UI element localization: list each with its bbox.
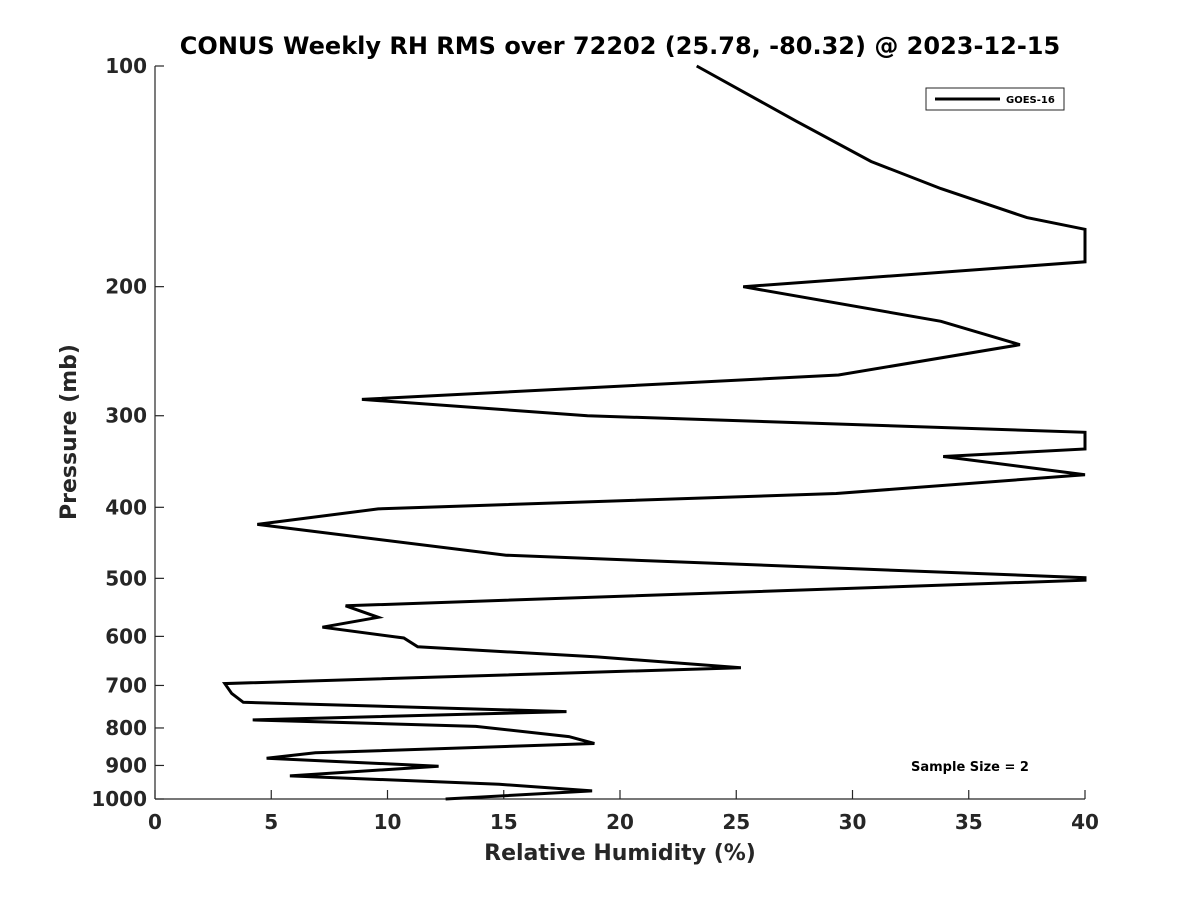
y-ticks: 100 200 300 400 500 600 700 800 900 1000 [91,54,164,811]
sample-size-annotation: Sample Size = 2 [911,760,1029,775]
y-tick-label: 400 [105,495,147,519]
y-tick-label: 800 [105,716,147,740]
legend-entry-goes-16: GOES-16 [1006,95,1055,106]
x-tick-label: 25 [722,810,750,834]
y-tick-label: 300 [105,404,147,428]
y-axis-label: Pressure (mb) [57,344,82,520]
x-tick-label: 5 [264,810,278,834]
x-tick-label: 10 [374,810,402,834]
y-tick-label: 100 [105,54,147,78]
y-tick-label: 700 [105,673,147,697]
series-layer [221,64,1087,801]
y-tick-label: 200 [105,275,147,299]
x-tick-label: 20 [606,810,634,834]
axes [154,66,1085,800]
chart-title: CONUS Weekly RH RMS over 72202 (25.78, -… [180,32,1060,60]
x-axis-label: Relative Humidity (%) [484,841,756,866]
legend: GOES-16 [925,87,1065,111]
x-tick-label: 15 [490,810,518,834]
series-line-goes-16 [221,64,1087,801]
y-tick-label: 500 [105,566,147,590]
x-ticks: 0 5 10 15 20 25 30 35 40 [148,790,1099,834]
x-tick-label: 30 [839,810,867,834]
y-tick-label: 1000 [91,787,147,811]
x-tick-label: 40 [1071,810,1099,834]
x-tick-label: 35 [955,810,983,834]
y-tick-label: 600 [105,624,147,648]
x-tick-label: 0 [148,810,162,834]
y-tick-label: 900 [105,753,147,777]
